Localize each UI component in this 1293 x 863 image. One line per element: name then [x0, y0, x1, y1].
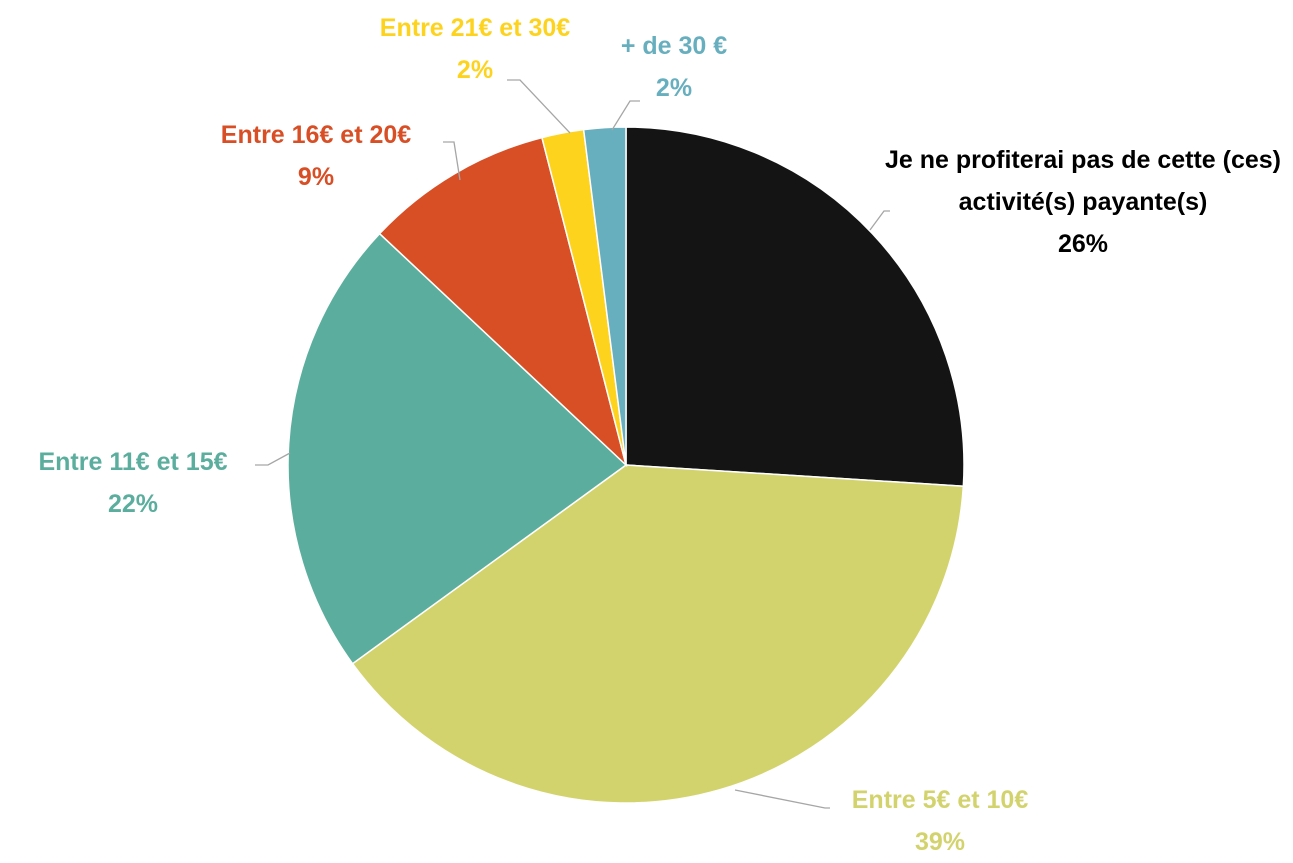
leader-line — [255, 452, 291, 466]
leader-line — [507, 79, 571, 134]
value-label: 39% — [914, 828, 966, 856]
leader-line — [869, 210, 890, 231]
slice-label: Je ne profiterai pas de cette (ces) acti… — [873, 139, 1293, 265]
category-name: Entre 5€ et 10€ — [851, 786, 1029, 814]
value-label: 22% — [107, 490, 159, 518]
leader-line — [734, 789, 830, 809]
value-label: 9% — [297, 163, 335, 191]
category-name: Je ne profiterai pas de cette (ces) acti… — [885, 146, 1281, 216]
leader-line — [443, 141, 461, 181]
value-label: 2% — [456, 56, 494, 84]
pie-slice — [351, 464, 965, 804]
slice-label: + de 30 € 2% — [574, 25, 774, 109]
value-label: 2% — [655, 74, 693, 102]
slice-label: Entre 5€ et 10€ 39% — [790, 779, 1090, 863]
pie-slice — [287, 232, 628, 665]
pie-slice — [378, 136, 628, 468]
leader-line — [611, 100, 640, 131]
category-name: Entre 16€ et 20€ — [220, 121, 412, 149]
slice-label: Entre 16€ et 20€ 9% — [166, 114, 466, 198]
pie-slice — [582, 126, 627, 466]
category-name: Entre 21€ et 30€ — [379, 14, 571, 42]
slice-label: Entre 11€ et 15€ 22% — [0, 441, 283, 525]
pie-slice — [625, 126, 965, 488]
slice-label: Entre 21€ et 30€ 2% — [325, 7, 625, 91]
value-label: 26% — [1057, 230, 1109, 258]
category-name: + de 30 € — [620, 32, 728, 60]
category-name: Entre 11€ et 15€ — [38, 448, 228, 476]
